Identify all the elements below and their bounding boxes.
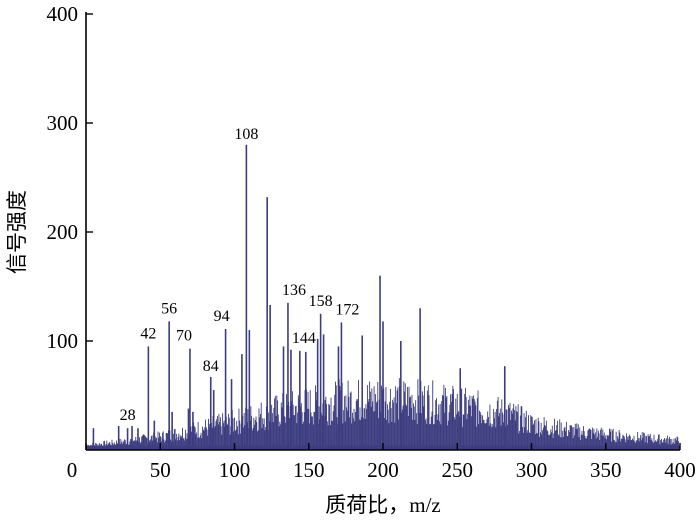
x-tick-label: 200: [367, 458, 399, 482]
peak-label: 108: [234, 126, 258, 143]
spectrum-bars: [86, 144, 680, 450]
peak-label: 94: [214, 308, 230, 325]
x-tick-label: 100: [219, 458, 251, 482]
peak-label: 56: [161, 300, 177, 317]
peak-label: 158: [309, 293, 333, 310]
peak-label: 84: [203, 358, 219, 375]
peak-label: 70: [176, 328, 192, 345]
y-axis-title: 信号强度: [5, 190, 29, 274]
peak-label: 42: [140, 325, 156, 342]
y-tick-label: 300: [47, 111, 79, 135]
x-axis-title: 质荷比，m/z: [325, 493, 441, 517]
x-tick-label: 50: [150, 458, 171, 482]
peak-label: 144: [292, 330, 316, 347]
x-tick-label: 250: [442, 458, 474, 482]
peak-label: 172: [335, 301, 359, 318]
x-tick-label: 150: [293, 458, 325, 482]
x-tick-label: 350: [590, 458, 622, 482]
y-tick-label: 100: [47, 329, 79, 353]
x-tick-label: 0: [67, 458, 78, 482]
peak-label: 136: [282, 282, 306, 299]
peak-label: 28: [120, 407, 136, 424]
x-tick-label: 300: [516, 458, 548, 482]
tick-marks: 100 200 300 400 0 50 100 150 200 250 300 350 400: [47, 2, 696, 482]
y-tick-label: 400: [47, 2, 79, 26]
x-tick-label: 400: [664, 458, 696, 482]
y-tick-label: 200: [47, 220, 79, 244]
